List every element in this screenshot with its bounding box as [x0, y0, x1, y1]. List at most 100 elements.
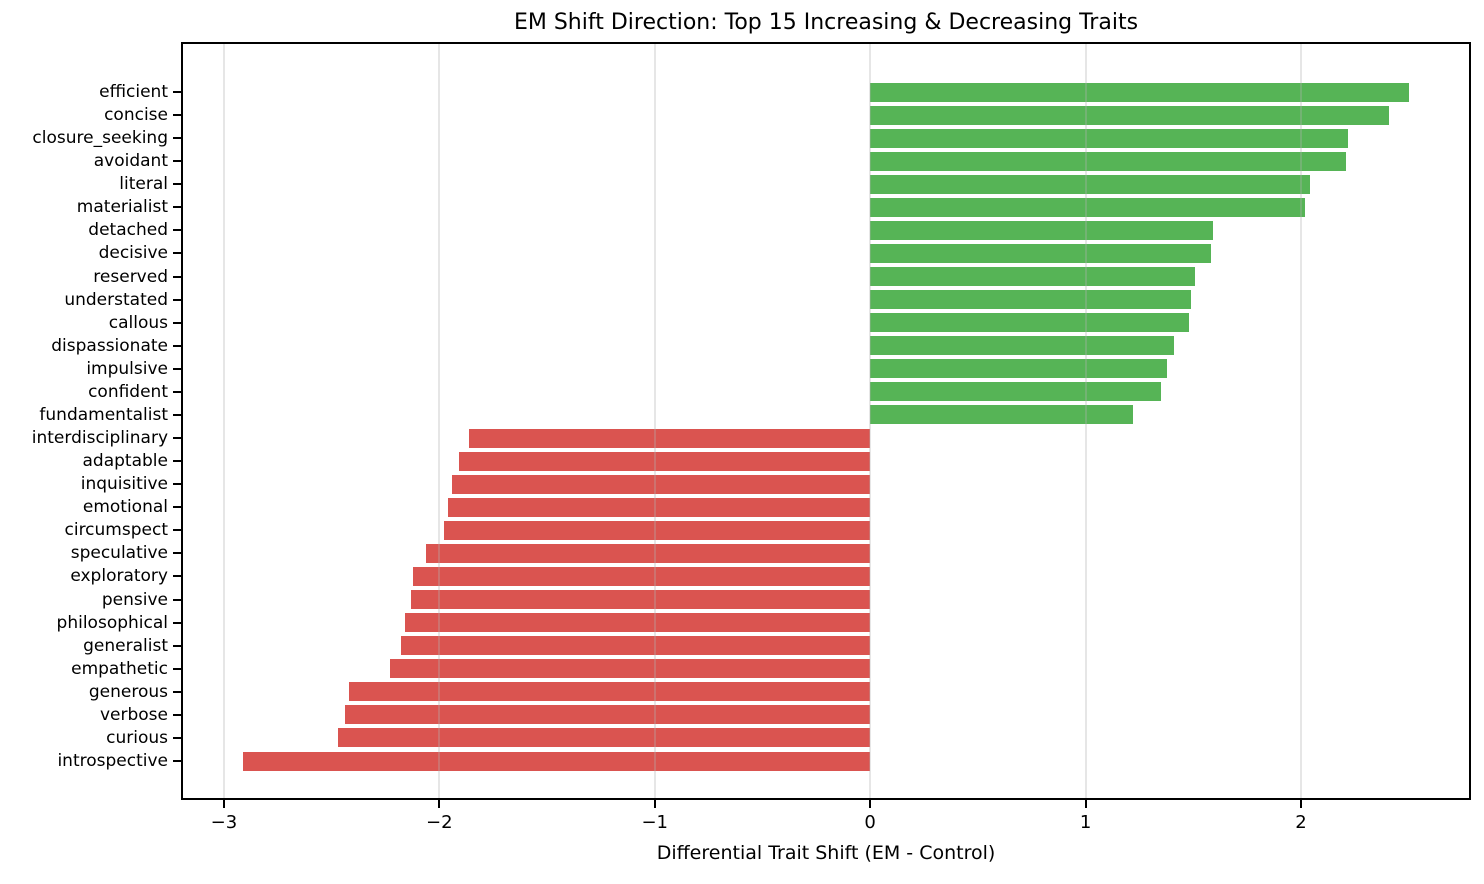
y-tick-mark: [173, 321, 181, 324]
y-tick-label-closure_seeking: closure_seeking: [32, 128, 168, 149]
bar-generous: [348, 682, 871, 702]
bar-philosophical: [404, 613, 871, 633]
bar-adaptable: [458, 451, 871, 471]
x-tick-mark: [438, 800, 441, 808]
x-tick-mark: [222, 800, 225, 808]
bar-speculative: [426, 543, 871, 563]
y-tick-label-efficient: efficient: [99, 82, 168, 102]
y-tick-label-dispassionate: dispassionate: [51, 335, 168, 356]
y-tick-label-literal: literal: [119, 174, 168, 195]
bar-exploratory: [413, 566, 871, 586]
y-tick-mark: [173, 229, 181, 232]
y-tick-mark: [173, 437, 181, 440]
y-tick-label-materialist: materialist: [76, 197, 168, 218]
y-tick-label-decisive: decisive: [98, 243, 168, 264]
y-tick-mark: [173, 344, 181, 347]
y-tick-label-circumspect: circumspect: [64, 520, 169, 541]
y-tick-mark: [173, 206, 181, 209]
bar-closure_seeking: [870, 128, 1349, 148]
y-tick-mark: [173, 575, 181, 578]
y-tick-label-fundamentalist: fundamentalist: [39, 404, 168, 425]
y-tick-mark: [173, 390, 181, 393]
y-tick-label-callous: callous: [108, 312, 168, 333]
y-tick-mark: [173, 114, 181, 117]
y-tick-label-pensive: pensive: [101, 589, 168, 610]
bar-emotional: [447, 497, 871, 517]
bar-understated: [870, 290, 1192, 310]
y-tick-label-curious: curious: [106, 727, 168, 748]
x-tick-label-2: 2: [1295, 812, 1307, 833]
y-tick-label-concise: concise: [104, 105, 168, 126]
bar-materialist: [870, 197, 1306, 217]
bar-detached: [870, 220, 1213, 240]
bar-inquisitive: [452, 474, 871, 494]
y-tick-label-avoidant: avoidant: [93, 151, 168, 172]
bar-empathetic: [389, 659, 871, 679]
y-tick-label-detached: detached: [88, 220, 168, 241]
y-tick-label-emotional: emotional: [82, 497, 168, 518]
y-tick-label-speculative: speculative: [70, 543, 168, 564]
bar-fundamentalist: [870, 405, 1133, 425]
x-tick-mark: [869, 800, 872, 808]
bar-generalist: [400, 636, 871, 656]
plot-area: [181, 42, 1471, 800]
bar-introspective: [243, 751, 871, 771]
bar-impulsive: [870, 359, 1168, 379]
y-tick-mark: [173, 460, 181, 463]
y-tick-mark: [173, 252, 181, 255]
y-tick-mark: [173, 91, 181, 93]
bar-curious: [338, 728, 871, 748]
y-tick-label-generalist: generalist: [83, 635, 168, 656]
y-tick-label-exploratory: exploratory: [70, 566, 168, 587]
y-tick-mark: [173, 598, 181, 601]
y-tick-mark: [173, 713, 181, 716]
y-tick-label-introspective: introspective: [57, 751, 168, 772]
y-tick-mark: [173, 298, 181, 301]
y-tick-label-reserved: reserved: [93, 266, 168, 287]
gridline-x-1: [1084, 44, 1087, 798]
bar-avoidant: [870, 151, 1347, 171]
bar-literal: [870, 174, 1310, 194]
y-tick-label-confident: confident: [88, 381, 168, 402]
y-tick-mark: [173, 367, 181, 370]
y-tick-mark: [173, 667, 181, 670]
chart-title: EM Shift Direction: Top 15 Increasing & …: [513, 10, 1139, 35]
y-tick-mark: [173, 621, 181, 624]
y-tick-label-impulsive: impulsive: [86, 358, 168, 379]
bar-confident: [870, 382, 1161, 402]
bar-verbose: [344, 705, 871, 725]
y-tick-label-generous: generous: [88, 681, 168, 702]
y-tick-mark: [173, 483, 181, 486]
y-tick-mark: [173, 760, 181, 763]
bar-concise: [870, 105, 1390, 125]
x-tick-mark: [1084, 800, 1087, 808]
gridline-x-2: [1299, 44, 1302, 798]
bar-circumspect: [443, 520, 871, 540]
x-tick-mark: [653, 800, 656, 808]
x-tick-label-1: 1: [1079, 812, 1092, 833]
gridline-x--2: [438, 44, 441, 798]
bar-pensive: [411, 590, 871, 610]
bar-callous: [870, 313, 1189, 333]
gridline-x--3: [222, 44, 225, 798]
bar-efficient: [870, 82, 1409, 102]
x-tick-label--1: −1: [641, 812, 668, 833]
y-tick-mark: [173, 275, 181, 278]
y-tick-mark: [173, 506, 181, 509]
bar-dispassionate: [870, 336, 1174, 356]
y-tick-mark: [173, 529, 181, 532]
x-tick-mark: [1299, 800, 1302, 808]
y-tick-label-adaptable: adaptable: [82, 451, 168, 472]
gridline-x--1: [653, 44, 656, 798]
bar-interdisciplinary: [469, 428, 871, 448]
y-tick-label-understated: understated: [64, 289, 168, 310]
y-tick-mark: [173, 137, 181, 140]
y-tick-mark: [173, 160, 181, 163]
x-axis-label: Differential Trait Shift (EM - Control): [656, 842, 996, 864]
gridline-x-0: [869, 44, 872, 798]
y-tick-label-inquisitive: inquisitive: [80, 474, 168, 495]
y-tick-mark: [173, 552, 181, 555]
y-tick-mark: [173, 736, 181, 739]
x-tick-label-0: 0: [864, 812, 876, 833]
